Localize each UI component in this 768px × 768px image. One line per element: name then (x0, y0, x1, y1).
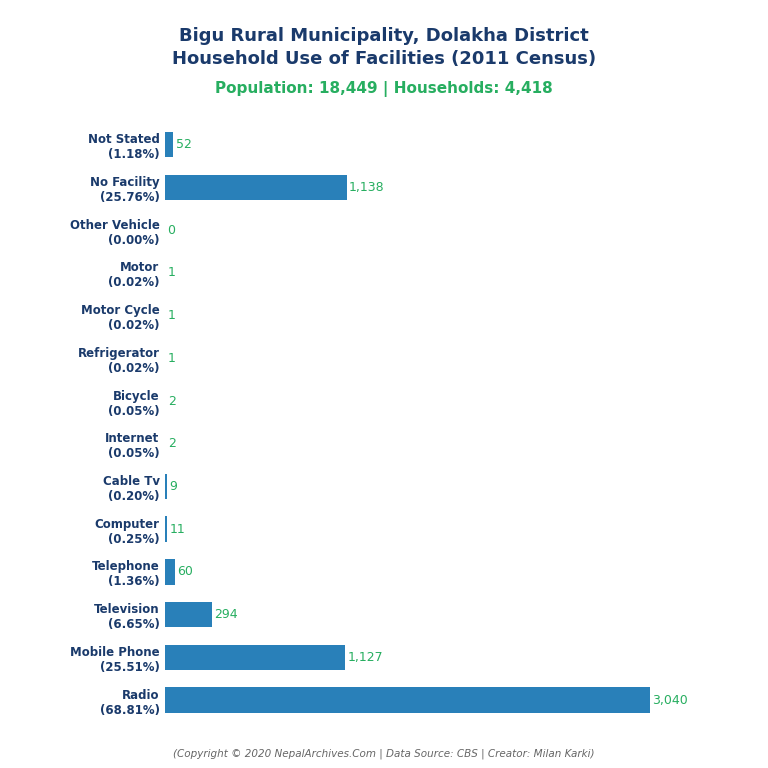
Text: 2: 2 (168, 437, 176, 450)
Text: 1: 1 (167, 309, 176, 322)
Text: 3,040: 3,040 (652, 694, 688, 707)
Text: 11: 11 (169, 523, 185, 536)
Bar (165, 174, 346, 200)
Bar (165, 132, 174, 157)
Bar (165, 644, 345, 670)
Bar (165, 559, 174, 584)
Bar (165, 474, 167, 499)
Text: (Copyright © 2020 NepalArchives.Com | Data Source: CBS | Creator: Milan Karki): (Copyright © 2020 NepalArchives.Com | Da… (174, 748, 594, 759)
Text: 294: 294 (214, 608, 238, 621)
Text: Bigu Rural Municipality, Dolakha District: Bigu Rural Municipality, Dolakha Distric… (179, 27, 589, 45)
Text: 2: 2 (168, 395, 176, 408)
Text: 1,127: 1,127 (347, 651, 382, 664)
Text: 0: 0 (167, 223, 176, 237)
Text: Household Use of Facilities (2011 Census): Household Use of Facilities (2011 Census… (172, 50, 596, 68)
Text: 1,138: 1,138 (349, 181, 385, 194)
Bar (165, 687, 650, 713)
Bar (165, 516, 167, 542)
Text: 1: 1 (167, 266, 176, 280)
Text: 60: 60 (177, 565, 193, 578)
Text: 1: 1 (167, 352, 176, 365)
Text: 9: 9 (169, 480, 177, 493)
Text: 52: 52 (176, 138, 192, 151)
Bar (165, 602, 212, 627)
Text: Population: 18,449 | Households: 4,418: Population: 18,449 | Households: 4,418 (215, 81, 553, 97)
